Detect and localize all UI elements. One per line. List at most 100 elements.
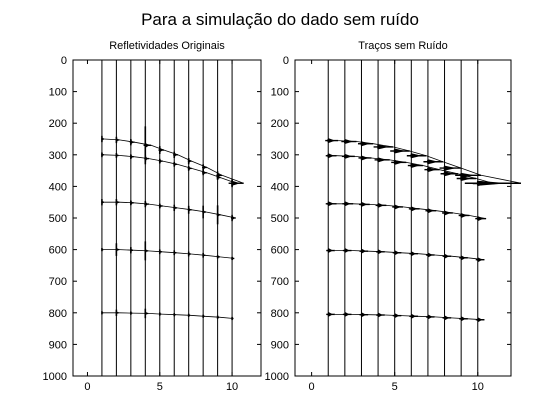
event-lobe [101, 152, 104, 158]
event-lobe [461, 212, 467, 218]
x-tick-label: 10 [472, 381, 484, 393]
event-lobe [344, 248, 350, 254]
event-lobe [217, 314, 219, 320]
x-tick-label: 0 [84, 381, 90, 393]
event-lobe [361, 201, 368, 207]
event-lobe [159, 158, 162, 164]
event-lobe [188, 312, 190, 318]
event-lobe [174, 312, 176, 318]
x-tick-label: 10 [226, 381, 238, 393]
event-lobe [394, 250, 400, 256]
subplot-title: Traços sem Ruído [358, 40, 447, 52]
event-lobe [232, 255, 234, 261]
event-lobe [188, 158, 191, 164]
event-lobe [361, 141, 370, 147]
event-lobe [411, 153, 422, 159]
event-lobe [444, 210, 451, 216]
event-lobe [203, 170, 206, 176]
y-tick-label: 400 [49, 181, 67, 193]
event-lobe [328, 311, 333, 317]
event-lobe [145, 310, 148, 316]
event-lobe [361, 248, 367, 254]
event-lobe [444, 315, 450, 321]
event-lobe [394, 313, 400, 319]
event-lobe [427, 167, 437, 173]
event-lobe [344, 153, 352, 159]
event-lobe [101, 310, 103, 316]
event-lobe [145, 142, 150, 148]
event-lobe [130, 139, 134, 145]
y-tick-label: 500 [49, 213, 67, 225]
event-lobe [394, 159, 403, 165]
event-lobe [101, 136, 104, 142]
event-lobe [116, 137, 119, 143]
event-lobe [378, 144, 389, 150]
event-lobe [427, 208, 434, 214]
event-lobe [188, 207, 191, 213]
event-lobe [344, 201, 351, 207]
reflector-line [104, 138, 244, 184]
event-lobe [101, 247, 103, 253]
y-tick-label: 200 [49, 118, 67, 130]
event-lobe [427, 159, 439, 165]
event-lobe [101, 199, 104, 205]
reflector-line [104, 201, 236, 219]
event-lobe [130, 200, 133, 206]
event-lobe [174, 250, 176, 256]
y-tick-label: 0 [61, 55, 67, 67]
event-lobe [174, 152, 177, 158]
event-lobe [116, 310, 118, 316]
event-lobe [394, 148, 406, 154]
event-lobe [378, 157, 387, 163]
event-lobe [145, 248, 148, 254]
event-lobe [344, 311, 350, 317]
event-lobe [116, 199, 119, 205]
y-tick-label: 100 [49, 87, 67, 99]
event-lobe [203, 313, 205, 319]
event-lobe [159, 249, 162, 255]
y-tick-label: 300 [271, 150, 289, 162]
event-lobe [361, 155, 369, 161]
event-lobe [411, 251, 416, 257]
y-tick-label: 800 [49, 308, 67, 320]
event-lobe [477, 216, 484, 222]
y-tick-label: 200 [271, 118, 289, 130]
event-lobe [328, 153, 335, 159]
event-lobe [232, 180, 236, 186]
event-lobe [477, 181, 490, 187]
event-lobe [394, 204, 401, 210]
y-tick-label: 900 [49, 339, 67, 351]
event-lobe [188, 251, 191, 257]
event-lobe [461, 316, 466, 322]
event-lobe [411, 206, 418, 212]
event-lobe [188, 165, 191, 171]
event-lobe [217, 254, 220, 260]
y-tick-label: 800 [271, 308, 289, 320]
event-lobe [130, 154, 133, 160]
y-tick-label: 0 [283, 55, 289, 67]
y-tick-label: 1000 [43, 371, 67, 383]
event-lobe [232, 315, 234, 321]
event-lobe [116, 152, 118, 158]
x-tick-label: 5 [157, 381, 163, 393]
event-lobe [444, 165, 457, 171]
event-lobe [461, 255, 466, 261]
y-tick-label: 500 [271, 213, 289, 225]
event-lobe [444, 171, 454, 177]
event-lobe [378, 312, 383, 318]
event-lobe [361, 312, 367, 318]
reflector-line [103, 312, 234, 319]
event-lobe [444, 253, 450, 259]
event-lobe [116, 247, 119, 253]
event-lobe [477, 317, 483, 323]
y-tick-label: 600 [49, 245, 67, 257]
subplot-title: Refletividades Originais [109, 40, 225, 52]
event-lobe [344, 139, 353, 145]
event-lobe [328, 138, 336, 144]
event-lobe [130, 310, 132, 316]
reflector-line [336, 155, 495, 184]
y-tick-label: 700 [49, 276, 67, 288]
